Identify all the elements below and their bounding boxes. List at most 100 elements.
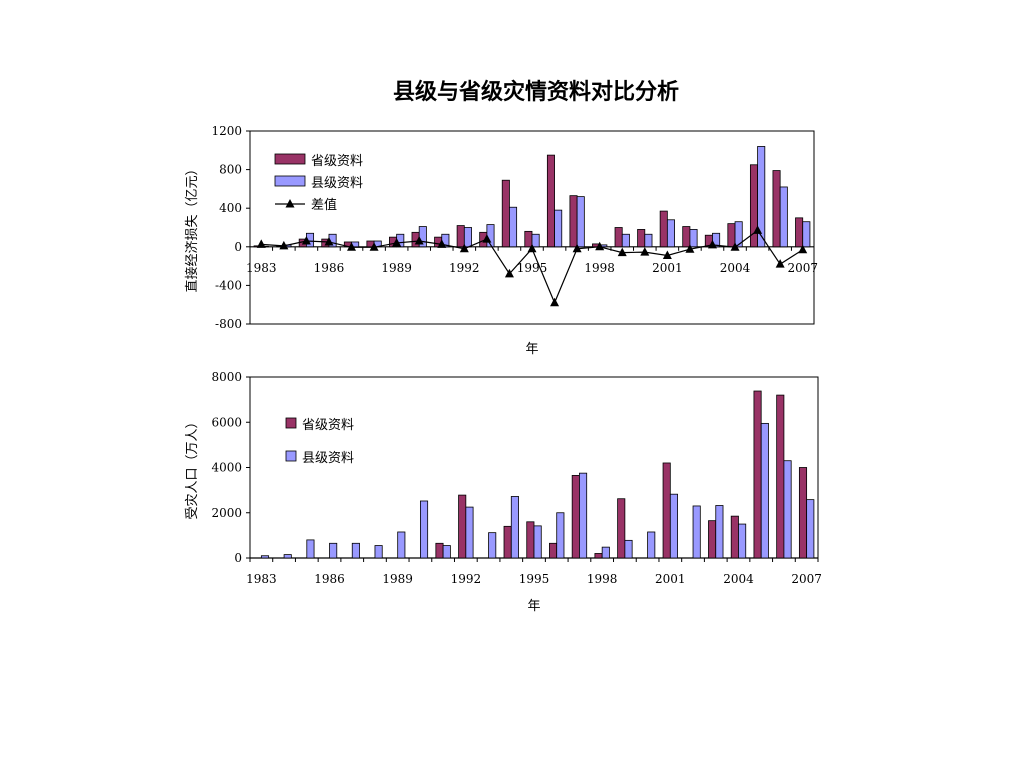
- provincial-bar-2005: [753, 390, 762, 559]
- provincial-bar-2001: [662, 462, 671, 559]
- county-bar-2001: [669, 493, 678, 559]
- provincial-bar-1992: [456, 225, 465, 248]
- provincial-bar-1995: [526, 521, 535, 559]
- x-tick-label: 2004: [723, 572, 754, 586]
- provincial-bar-1997: [571, 475, 580, 559]
- provincial-bar-2000: [637, 229, 646, 248]
- y-axis-title: 直接经济损失（亿元）: [184, 162, 200, 292]
- county-bar-1999: [624, 539, 633, 559]
- county-bar-2000: [644, 233, 653, 248]
- county-bar-2005: [757, 146, 766, 248]
- county-bar-2002: [692, 505, 701, 559]
- provincial-bar-2004: [727, 223, 736, 248]
- county-bar-1990: [419, 500, 429, 559]
- y-tick-label: 2000: [211, 506, 242, 520]
- county-bar-1999: [621, 233, 630, 248]
- y-tick-label: 400: [219, 201, 242, 215]
- legend-marker: [285, 199, 295, 208]
- provincial-bar-2006: [776, 394, 785, 559]
- county-bar-1995: [533, 525, 542, 559]
- county-bar-1996: [556, 512, 565, 559]
- y-axis-title: 受灾人口（万人）: [184, 415, 200, 519]
- x-tick-label: 1998: [587, 572, 618, 586]
- diff-point-2000: [640, 247, 650, 256]
- legend-swatch-0: [274, 153, 306, 165]
- county-bar-2002: [689, 229, 698, 248]
- county-bar-2000: [647, 531, 656, 559]
- county-bar-1988: [374, 545, 383, 559]
- provincial-bar-1999: [614, 227, 623, 248]
- county-bar-2003: [715, 505, 724, 559]
- provincial-bar-2007: [798, 467, 808, 559]
- y-tick-label: 8000: [211, 370, 242, 384]
- diff-point-2006: [775, 259, 785, 268]
- provincial-bar-1991: [435, 542, 444, 559]
- county-bar-1991: [442, 545, 451, 559]
- county-bar-2006: [779, 186, 788, 248]
- y-tick-label: 0: [234, 240, 242, 254]
- y-tick-label: 1200: [211, 124, 242, 138]
- provincial-bar-1995: [524, 230, 533, 248]
- y-tick-label: 4000: [211, 461, 242, 475]
- county-bar-1986: [329, 542, 338, 559]
- diff-point-2005: [753, 225, 763, 234]
- county-bar-1992: [465, 506, 474, 559]
- x-tick-label: 1998: [584, 261, 615, 275]
- economic-loss-chart: -800 -400 0 400 800 1200 1983 1986 1989 1992 1995 1…: [184, 124, 818, 357]
- x-tick-label: 1992: [449, 261, 480, 275]
- diff-point-1992: [459, 243, 469, 253]
- diff-point-1997: [572, 243, 582, 253]
- county-bar-1994: [510, 496, 519, 559]
- x-tick-label: 1992: [451, 572, 482, 586]
- provincial-bar-1996: [549, 542, 558, 559]
- diff-point-1985: [301, 236, 311, 245]
- diff-point-2004: [730, 242, 740, 251]
- legend-swatch-1: [274, 175, 306, 187]
- y-tick-label: 6000: [211, 415, 242, 429]
- x-tick-label: 2007: [787, 261, 818, 275]
- county-bar-1997: [579, 472, 588, 559]
- provincial-bar-2001: [659, 210, 668, 248]
- diff-point-2007: [798, 244, 808, 254]
- county-bar-2007: [802, 221, 811, 248]
- provincial-bar-1996: [546, 154, 555, 248]
- county-bar-2004: [738, 523, 747, 559]
- county-bar-2007: [806, 499, 815, 559]
- county-bar-1987: [351, 542, 360, 559]
- county-bar-1993: [486, 224, 495, 248]
- diff-point-1999: [617, 247, 627, 257]
- county-bar-1998: [601, 546, 610, 559]
- county-bar-1985: [306, 539, 315, 559]
- x-tick-label: 1995: [517, 261, 548, 275]
- diff-point-1986: [324, 236, 334, 246]
- county-bar-2006: [783, 460, 792, 559]
- provincial-bar-1999: [617, 498, 626, 559]
- y-tick-label: -800: [215, 317, 242, 331]
- diff-point-2001: [662, 250, 672, 259]
- x-tick-label: 2001: [655, 572, 686, 586]
- provincial-bar-2006: [772, 170, 781, 248]
- diff-point-1995: [527, 243, 537, 253]
- affected-population-chart: 0 2000 4000 6000 8000 1983 1986 1989 1992 1995 199…: [184, 370, 822, 614]
- provincial-bar-1992: [458, 494, 467, 559]
- diff-point-1983: [256, 239, 266, 248]
- provincial-bar-2007: [795, 217, 804, 248]
- county-bar-1992: [463, 227, 472, 248]
- page-title: 县级与省级灾情资料对比分析: [392, 80, 679, 105]
- x-axis-title: 年: [527, 599, 540, 614]
- x-tick-label: 2004: [720, 261, 751, 275]
- diff-point-1989: [392, 237, 402, 247]
- county-bar-1983: [260, 555, 270, 559]
- county-bar-1989: [397, 531, 406, 559]
- legend-swatch-1: [285, 450, 297, 462]
- county-bar-2005: [760, 422, 769, 559]
- diff-point-2003: [707, 239, 717, 249]
- diff-point-1988: [369, 242, 379, 251]
- provincial-bar-1998: [594, 553, 603, 559]
- diff-point-1993: [482, 234, 492, 243]
- x-tick-label: 2007: [791, 572, 822, 586]
- x-tick-label: 1986: [314, 261, 345, 275]
- provincial-bar-1994: [503, 525, 512, 559]
- county-bar-1984: [283, 554, 292, 559]
- x-tick-label: 2001: [652, 261, 683, 275]
